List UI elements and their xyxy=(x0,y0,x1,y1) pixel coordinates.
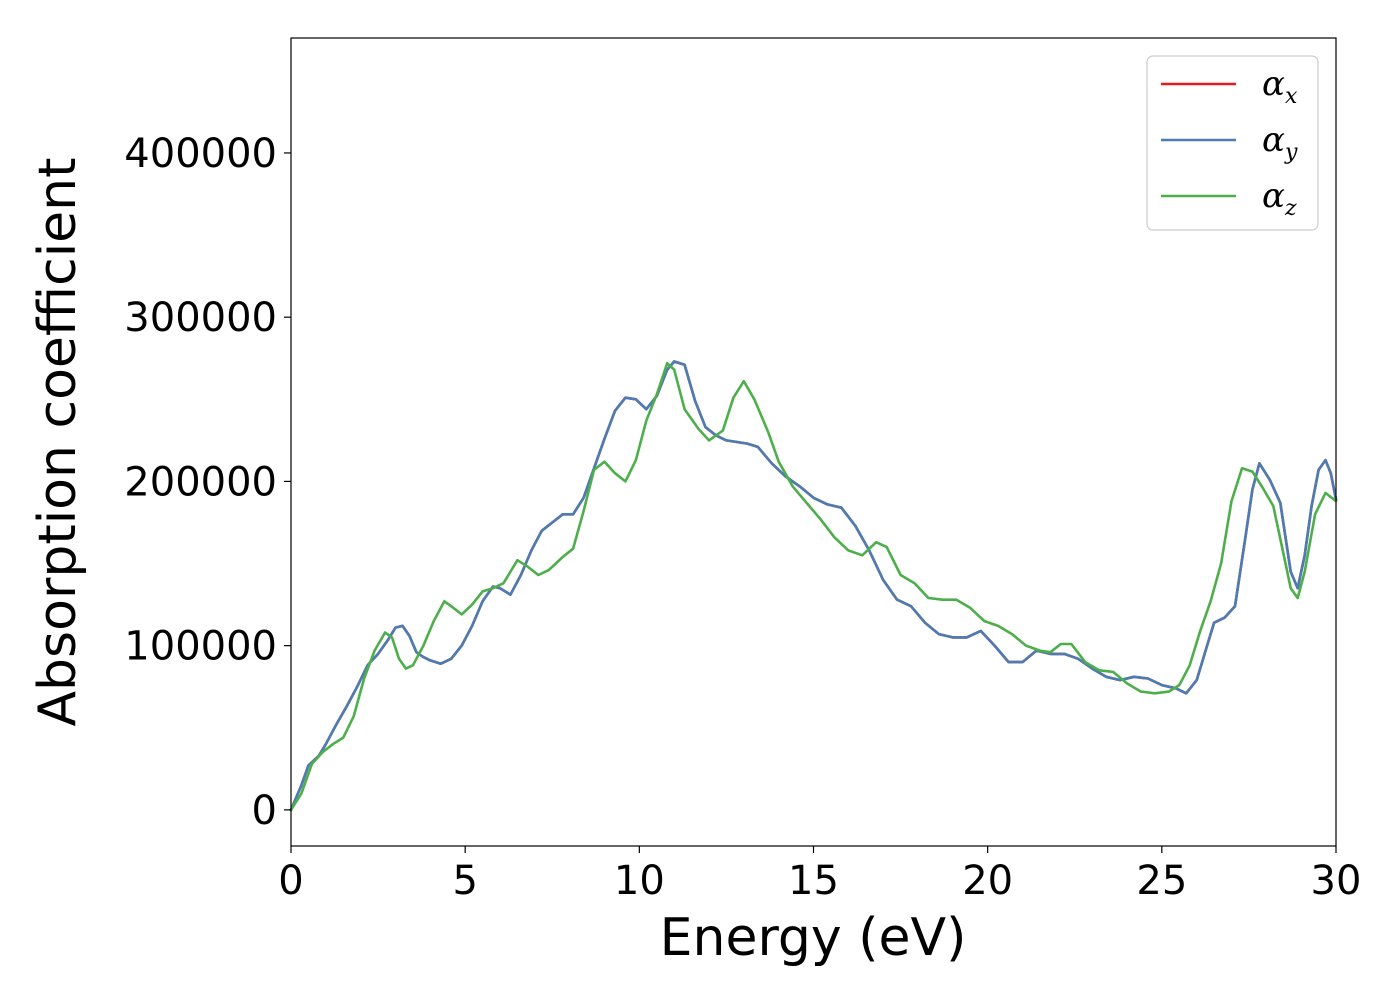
legend-box xyxy=(1146,55,1319,231)
x-axis: 0 5 10 15 20 25 30 xyxy=(278,846,1361,904)
y-axis: 0 100000 200000 300000 400000 xyxy=(124,131,291,834)
x-tick-label: 0 xyxy=(278,858,303,904)
y-tick-label: 0 xyxy=(252,788,277,834)
x-tick-label: 25 xyxy=(1136,858,1187,904)
series-line-z xyxy=(289,361,1338,812)
x-tick-label: 5 xyxy=(452,858,477,904)
series-layer xyxy=(289,360,1338,812)
y-tick-label: 400000 xyxy=(124,131,277,177)
y-tick-label: 200000 xyxy=(124,459,277,505)
x-tick-label: 30 xyxy=(1311,858,1362,904)
y-axis-title: Absorption coefficient xyxy=(28,157,88,726)
x-tick-label: 10 xyxy=(614,858,665,904)
x-tick-label: 20 xyxy=(962,858,1013,904)
series-line-y xyxy=(289,360,1338,812)
y-tick-label: 100000 xyxy=(124,624,277,670)
y-tick-label: 300000 xyxy=(124,295,277,341)
x-tick-label: 15 xyxy=(788,858,839,904)
x-axis-title: Energy (eV) xyxy=(660,908,967,968)
